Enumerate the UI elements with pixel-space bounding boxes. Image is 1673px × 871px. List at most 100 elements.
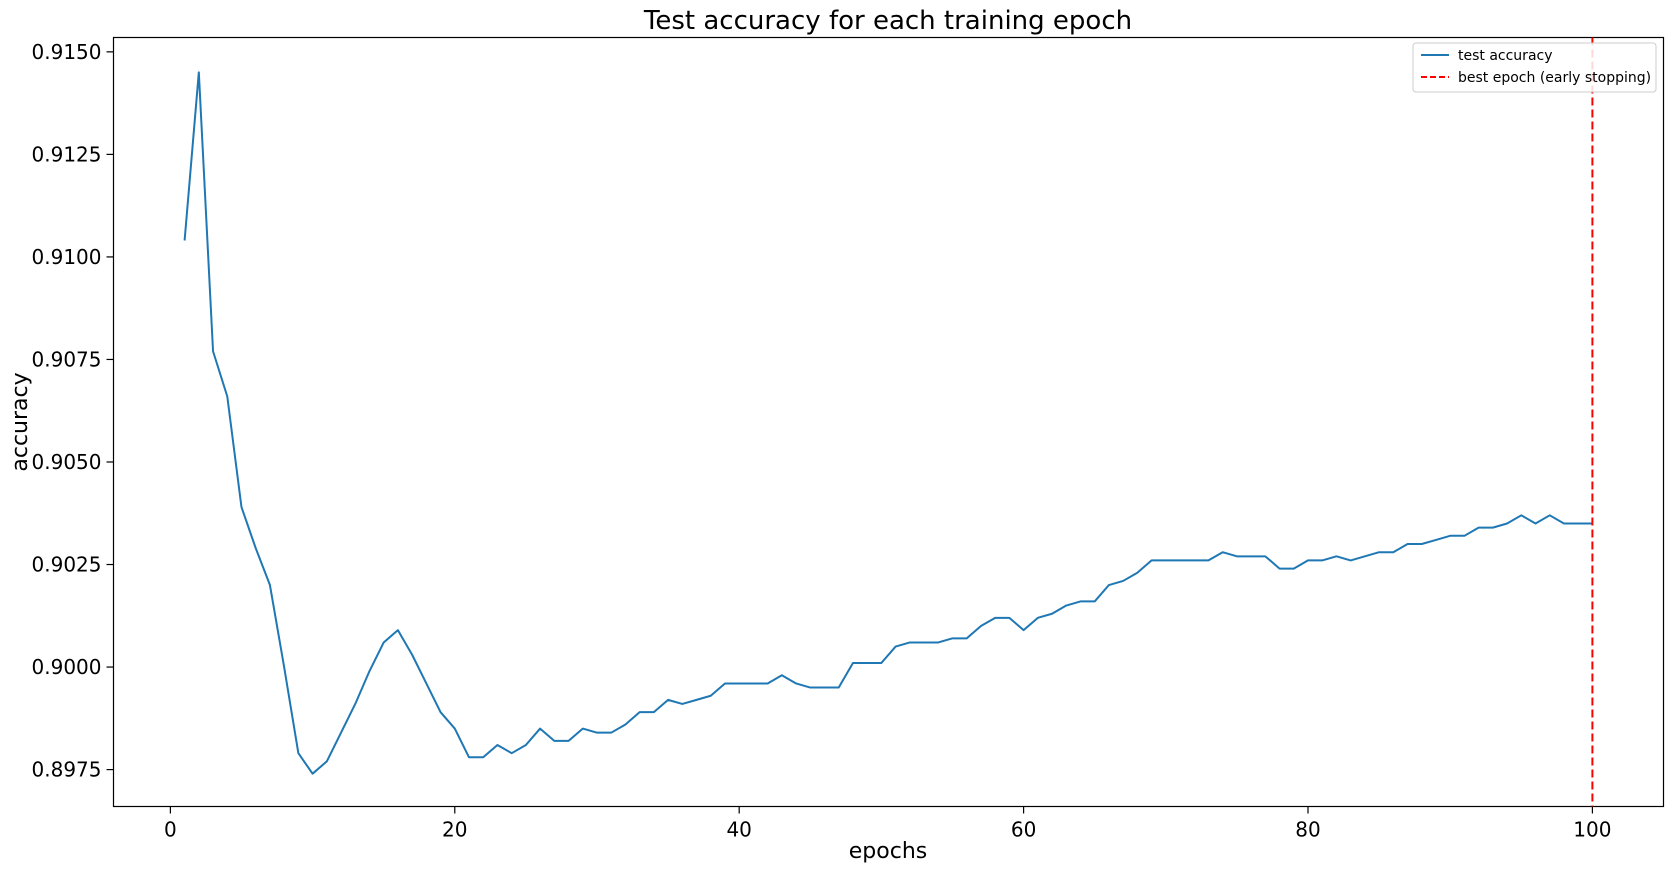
data-point-epoch-87 <box>1407 543 1409 545</box>
data-point-epoch-47 <box>838 687 840 689</box>
data-point-epoch-79 <box>1293 568 1295 570</box>
x-axis-label: epochs <box>849 839 927 864</box>
data-point-epoch-81 <box>1321 559 1323 561</box>
data-point-epoch-66 <box>1108 584 1110 586</box>
data-point-epoch-92 <box>1478 527 1480 529</box>
data-point-epoch-42 <box>767 682 769 684</box>
data-point-epoch-17 <box>411 654 413 656</box>
y-tick-label-1: 0.9000 <box>32 655 102 679</box>
data-point-epoch-83 <box>1350 559 1352 561</box>
data-point-epoch-56 <box>966 637 968 639</box>
data-point-epoch-30 <box>596 732 598 734</box>
data-point-epoch-99 <box>1577 523 1579 525</box>
data-point-epoch-41 <box>752 682 754 684</box>
data-point-epoch-24 <box>511 752 513 754</box>
data-point-epoch-37 <box>696 699 698 701</box>
data-point-epoch-16 <box>397 629 399 631</box>
y-tick-label-0: 0.8975 <box>32 758 102 782</box>
data-point-epoch-49 <box>866 662 868 664</box>
data-point-epoch-28 <box>568 740 570 742</box>
legend-label-test-accuracy: test accuracy <box>1458 48 1553 64</box>
y-tick-label-4: 0.9075 <box>32 347 102 371</box>
data-point-epoch-6 <box>255 547 257 549</box>
data-point-epoch-22 <box>482 756 484 758</box>
y-tick-label-5: 0.9100 <box>32 245 102 269</box>
legend: test accuracy best epoch (early stopping… <box>1412 42 1657 93</box>
data-point-epoch-18 <box>425 682 427 684</box>
data-point-epoch-73 <box>1207 559 1209 561</box>
data-point-epoch-80 <box>1307 559 1309 561</box>
data-point-epoch-82 <box>1335 555 1337 557</box>
data-point-epoch-26 <box>539 728 541 730</box>
data-point-epoch-27 <box>553 740 555 742</box>
data-point-epoch-45 <box>809 687 811 689</box>
data-point-epoch-84 <box>1364 555 1366 557</box>
data-point-epoch-65 <box>1094 600 1096 602</box>
data-point-epoch-60 <box>1023 629 1025 631</box>
data-point-epoch-75 <box>1236 555 1238 557</box>
plot-area <box>112 36 1665 808</box>
data-point-epoch-91 <box>1463 535 1465 537</box>
data-point-epoch-13 <box>354 703 356 705</box>
data-point-epoch-4 <box>226 395 228 397</box>
data-point-epoch-74 <box>1222 551 1224 553</box>
y-tick-label-7: 0.9150 <box>32 40 102 64</box>
data-point-epoch-7 <box>269 584 271 586</box>
data-point-epoch-20 <box>454 728 456 730</box>
data-point-epoch-63 <box>1065 605 1067 607</box>
data-point-epoch-85 <box>1378 551 1380 553</box>
data-point-epoch-12 <box>340 732 342 734</box>
data-point-epoch-89 <box>1435 539 1437 541</box>
data-point-epoch-95 <box>1520 514 1522 516</box>
x-tick-label-100: 100 <box>1573 818 1611 842</box>
data-point-epoch-23 <box>496 744 498 746</box>
data-point-epoch-96 <box>1535 523 1537 525</box>
data-point-epoch-72 <box>1193 559 1195 561</box>
x-axis: 0 20 40 60 80 100 <box>164 806 1611 842</box>
series-line-test-accuracy <box>183 71 1593 775</box>
data-point-epoch-46 <box>824 687 826 689</box>
data-point-epoch-33 <box>639 711 641 713</box>
data-point-epoch-5 <box>240 506 242 508</box>
data-point-epoch-90 <box>1449 535 1451 537</box>
data-point-epoch-39 <box>724 682 726 684</box>
data-point-epoch-77 <box>1264 555 1266 557</box>
data-point-epoch-43 <box>781 674 783 676</box>
data-point-epoch-86 <box>1392 551 1394 553</box>
data-point-epoch-97 <box>1549 514 1551 516</box>
x-tick-label-0: 0 <box>164 818 177 842</box>
data-point-epoch-64 <box>1079 600 1081 602</box>
data-point-epoch-34 <box>653 711 655 713</box>
data-point-epoch-59 <box>1008 617 1010 619</box>
data-point-epoch-48 <box>852 662 854 664</box>
x-tick-label-60: 60 <box>1011 818 1036 842</box>
data-point-epoch-57 <box>980 625 982 627</box>
data-point-epoch-67 <box>1122 580 1124 582</box>
data-point-epoch-35 <box>667 699 669 701</box>
data-point-epoch-78 <box>1279 568 1281 570</box>
data-point-epoch-68 <box>1136 572 1138 574</box>
data-point-epoch-55 <box>951 637 953 639</box>
data-point-epoch-70 <box>1165 559 1167 561</box>
data-point-epoch-3 <box>212 350 214 352</box>
legend-label-best-epoch: best epoch (early stopping) <box>1458 70 1651 86</box>
chart-title: Test accuracy for each training epoch <box>643 6 1132 36</box>
data-point-epoch-62 <box>1051 613 1053 615</box>
data-point-epoch-50 <box>880 662 882 664</box>
data-point-epoch-29 <box>582 728 584 730</box>
data-point-epoch-98 <box>1563 523 1565 525</box>
data-point-epoch-31 <box>610 732 612 734</box>
data-point-epoch-8 <box>283 666 285 668</box>
data-point-epoch-9 <box>297 752 299 754</box>
data-point-epoch-10 <box>312 773 314 775</box>
data-point-epoch-61 <box>1037 617 1039 619</box>
y-axis-label: accuracy <box>8 372 33 471</box>
data-point-epoch-69 <box>1151 559 1153 561</box>
data-point-epoch-40 <box>738 682 740 684</box>
data-point-epoch-14 <box>368 670 370 672</box>
data-point-epoch-1 <box>184 240 186 242</box>
y-axis: 0.8975 0.9000 0.9025 0.9050 0.9075 0.9100 0.91… <box>32 40 114 782</box>
data-point-epoch-44 <box>795 682 797 684</box>
data-point-epoch-32 <box>624 723 626 725</box>
